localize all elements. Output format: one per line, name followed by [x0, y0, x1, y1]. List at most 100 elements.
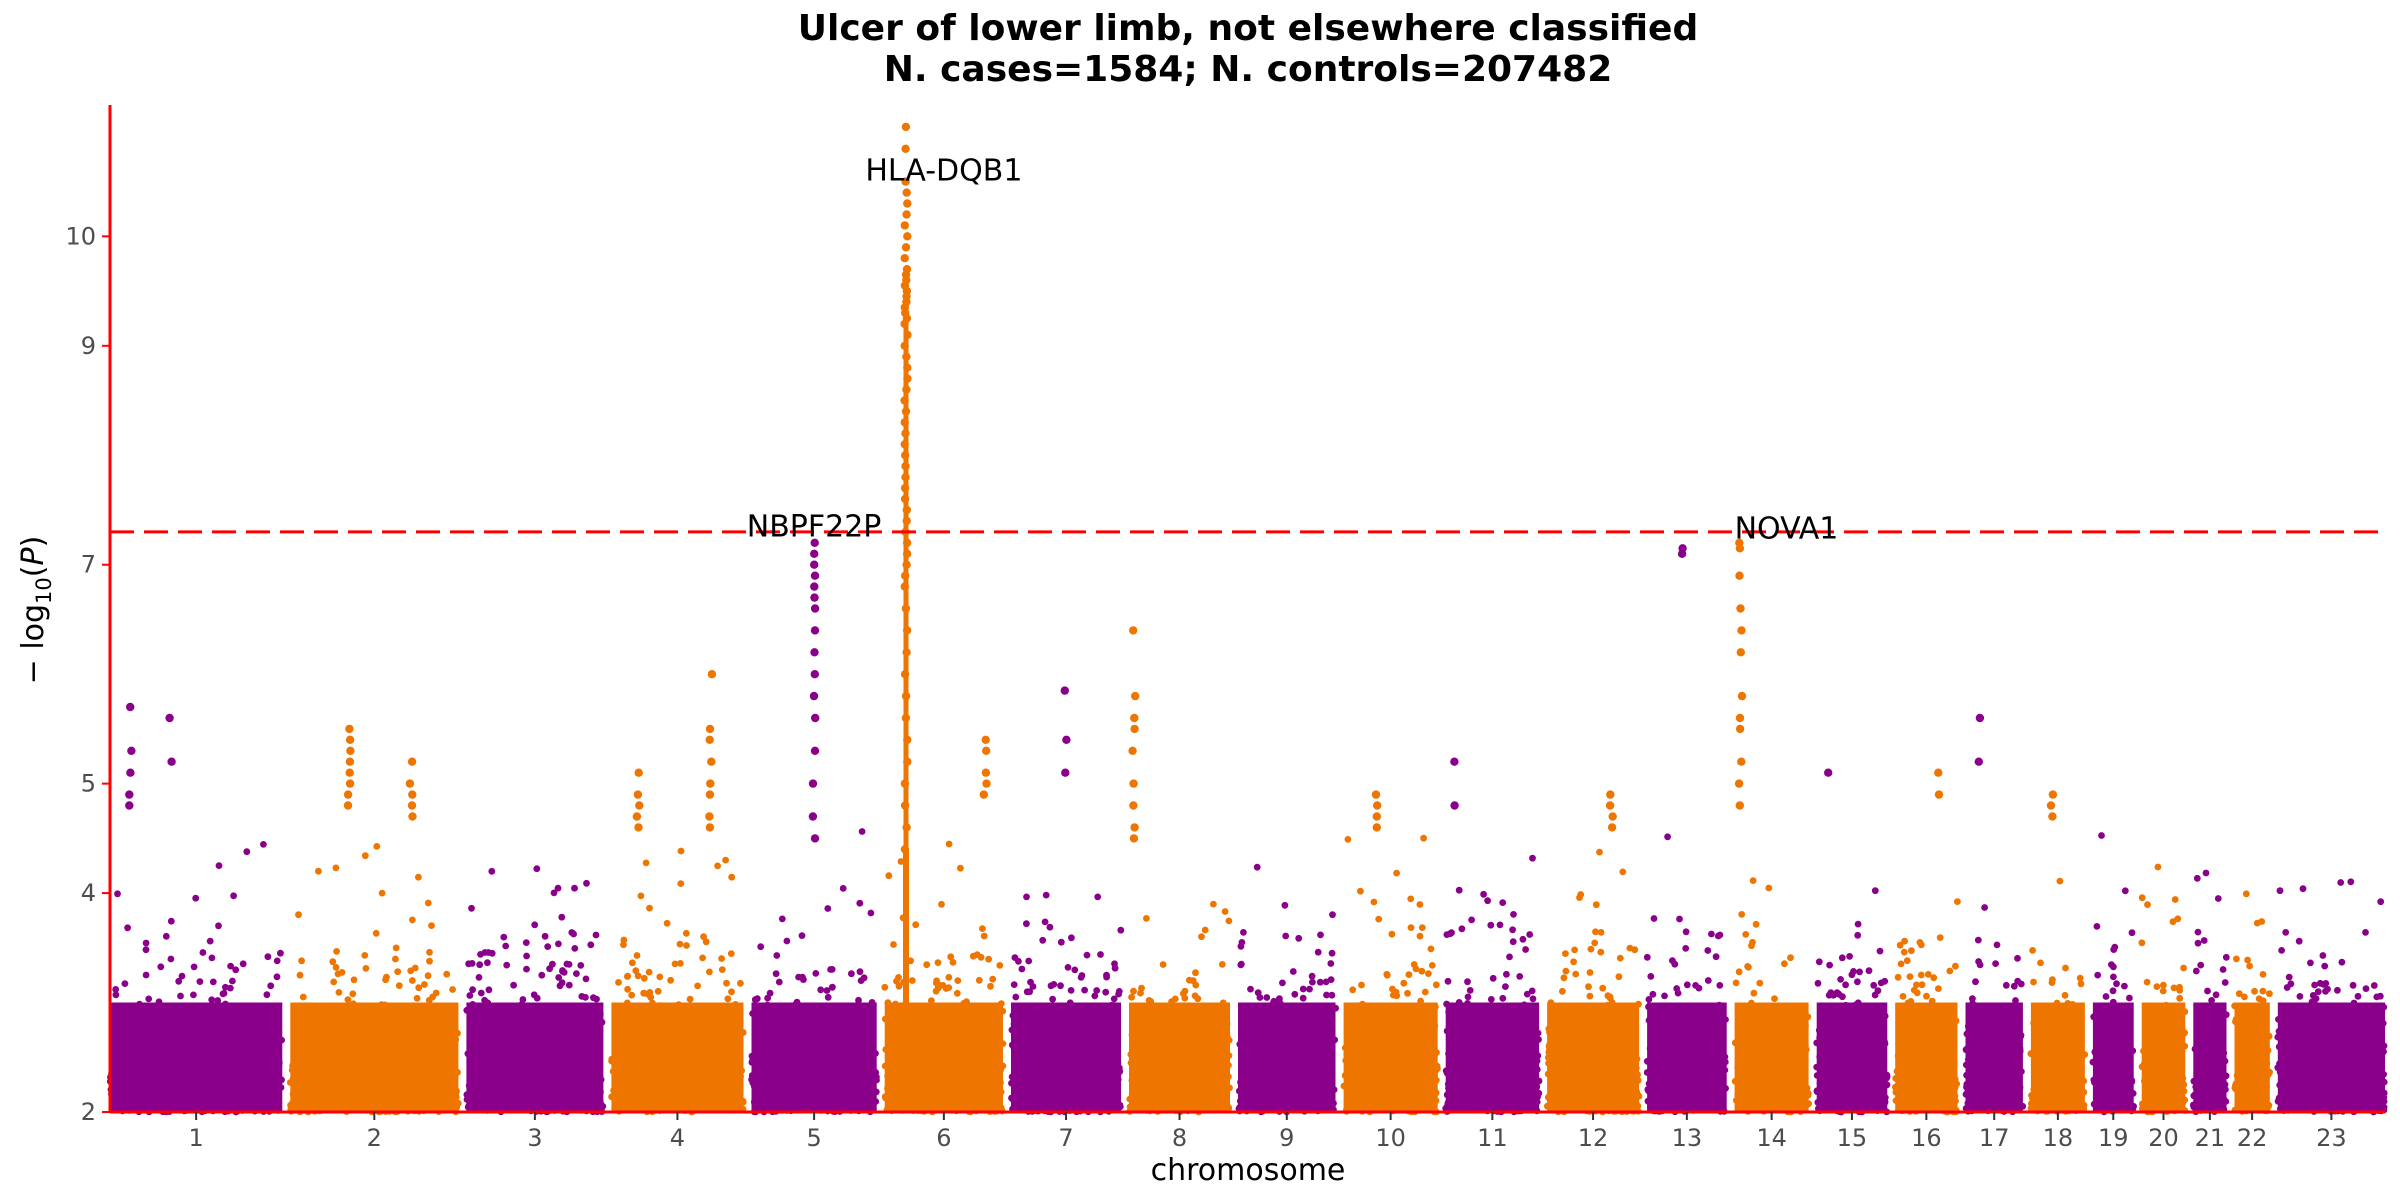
snp-point — [1744, 963, 1751, 970]
snp-point — [1669, 957, 1676, 964]
snp-point — [1295, 934, 1303, 942]
snp-point — [1510, 911, 1517, 918]
snp-point — [1631, 946, 1639, 954]
snp-point — [1560, 974, 1568, 982]
snp-point — [1738, 911, 1746, 918]
snp-point — [856, 899, 864, 907]
snp-point — [1468, 916, 1475, 924]
snp-point — [1344, 836, 1352, 843]
snp-point — [1327, 976, 1335, 983]
snp-point — [554, 884, 562, 892]
snp-point — [1716, 982, 1724, 989]
snp-point — [1516, 973, 1524, 980]
snp-point — [1673, 985, 1681, 992]
snp-point — [1592, 928, 1599, 936]
snp-point — [1752, 920, 1760, 928]
snp-point — [1455, 886, 1463, 894]
snp-point — [264, 953, 272, 961]
snp-point — [1018, 965, 1026, 973]
snp-point — [590, 994, 597, 1002]
snp-point — [1427, 945, 1435, 953]
snp-point — [1027, 978, 1034, 986]
snp-point — [1708, 930, 1715, 938]
snp-point — [229, 977, 236, 985]
snp-point — [1247, 985, 1254, 993]
snp-point — [330, 978, 338, 986]
snp-point — [656, 973, 664, 981]
snp-point — [778, 915, 786, 923]
snp-point — [1282, 932, 1290, 940]
snp-point — [333, 948, 340, 955]
snp-point — [1323, 991, 1330, 999]
snp-point — [215, 862, 223, 869]
snp-point — [523, 965, 530, 973]
snp-point — [954, 977, 962, 984]
snp-point — [718, 955, 725, 962]
snp-point — [676, 940, 684, 948]
snp-point — [541, 932, 549, 940]
snp-point — [392, 955, 399, 963]
snp-point — [1237, 961, 1245, 969]
snp-point — [1011, 954, 1019, 961]
snp-point — [1586, 992, 1594, 1000]
snp-point — [923, 961, 931, 969]
snp-point — [209, 978, 217, 986]
snp-point — [1509, 938, 1517, 946]
snp-point — [409, 916, 416, 924]
snp-point — [1404, 989, 1411, 997]
snp-point — [969, 952, 977, 960]
snp-point — [175, 977, 183, 985]
snp-point — [424, 972, 432, 980]
snp-point — [1317, 931, 1324, 939]
snp-point — [824, 993, 832, 1001]
snp-point — [1506, 953, 1513, 961]
snp-point — [556, 982, 564, 990]
snp-point — [663, 919, 671, 927]
snp-point — [1276, 995, 1283, 1003]
snp-point — [1316, 978, 1324, 986]
snp-point — [177, 992, 184, 1000]
snp-point — [642, 859, 650, 867]
snp-point — [764, 994, 771, 1002]
snp-point — [395, 982, 403, 989]
snp-point — [1585, 983, 1592, 991]
snp-point — [1064, 964, 1072, 971]
snp-point — [634, 972, 642, 980]
snp-point — [890, 941, 897, 948]
snp-point — [1025, 957, 1033, 965]
snp-point — [980, 932, 988, 940]
snp-point — [1523, 990, 1531, 998]
snp-point — [624, 985, 631, 993]
snp-density-band — [1238, 1002, 1336, 1112]
snp-point — [112, 986, 120, 993]
snp-point — [632, 967, 640, 975]
snp-point — [571, 945, 579, 952]
snp-point — [1692, 982, 1699, 989]
snp-point — [1596, 848, 1603, 856]
snp-point — [178, 972, 186, 980]
snp-point — [683, 942, 690, 949]
snp-point — [1428, 962, 1436, 969]
snp-point — [828, 984, 836, 991]
snp-point — [344, 996, 352, 1003]
snp-point — [1464, 978, 1471, 986]
snp-point — [1704, 977, 1712, 984]
snp-point — [157, 963, 165, 971]
snp-point — [1576, 894, 1583, 901]
snp-point — [1562, 967, 1570, 975]
snp-point — [1597, 948, 1605, 956]
snp-point — [429, 993, 436, 1001]
snp-point — [519, 996, 527, 1003]
snp-point — [1281, 901, 1289, 909]
snp-point — [273, 957, 281, 965]
snp-point — [628, 991, 636, 999]
snp-point — [1041, 918, 1049, 926]
snp-point — [239, 960, 247, 968]
snp-point — [1496, 921, 1504, 929]
snp-point — [383, 973, 390, 981]
snp-point — [812, 970, 820, 977]
snp-point — [751, 996, 759, 1004]
snp-point — [510, 981, 517, 989]
snp-point — [699, 954, 706, 962]
